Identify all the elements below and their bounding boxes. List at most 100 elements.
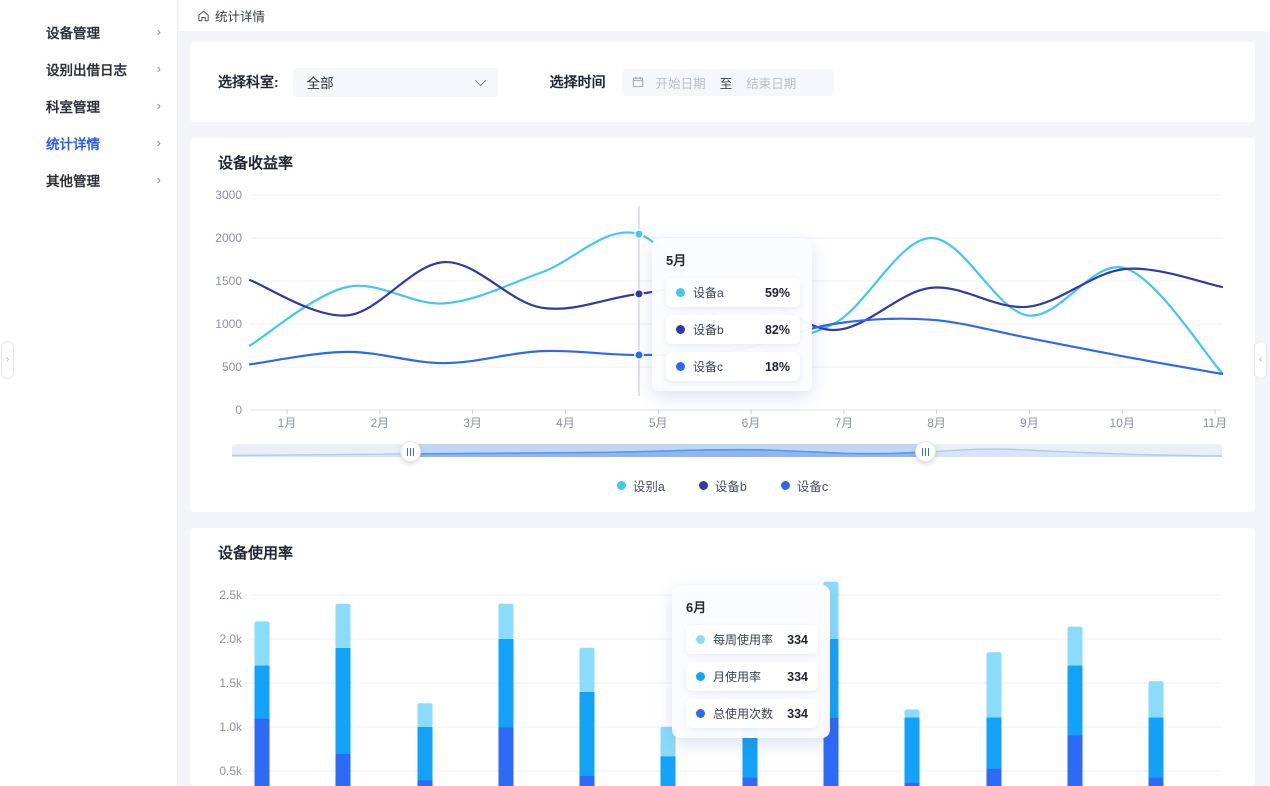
tooltip-row: 每周使用率 334 xyxy=(686,625,818,654)
right-panel-toggle[interactable]: ‹ xyxy=(1254,341,1267,379)
date-separator: 至 xyxy=(719,76,733,91)
sidebar-item-label: 设备管理 xyxy=(46,25,100,41)
x-axis-label: 4月 xyxy=(556,416,575,430)
bar-3月-月使用率[interactable] xyxy=(417,727,433,781)
bar-11月-总使用次数[interactable] xyxy=(1067,734,1083,786)
datazoom-left-handle[interactable] xyxy=(400,441,421,462)
bar-10月-总使用次数[interactable] xyxy=(986,768,1002,786)
bar-2月-月使用率[interactable] xyxy=(335,647,351,754)
left-panel-toggle[interactable]: › xyxy=(1,341,14,379)
bar-9月-总使用次数[interactable] xyxy=(904,782,920,786)
bar-11月-月使用率[interactable] xyxy=(1067,665,1083,736)
series-dot-icon xyxy=(676,325,685,334)
bar-11月-每周使用率[interactable] xyxy=(1067,626,1083,666)
bar-7月-总使用次数[interactable] xyxy=(742,777,758,786)
legend-dot-icon xyxy=(698,481,708,490)
legend-label: 设备b xyxy=(714,480,747,494)
sidebar-item-0[interactable]: 设备管理 › xyxy=(0,13,177,50)
x-axis-label: 5月 xyxy=(649,416,668,430)
y-axis-label: 0 xyxy=(235,403,242,417)
bar-1月-每周使用率[interactable] xyxy=(254,621,270,666)
chevron-right-icon: › xyxy=(156,135,161,150)
datazoom-right-handle[interactable] xyxy=(915,441,936,462)
legend-dot-icon xyxy=(616,481,626,490)
sidebar-item-3[interactable]: 统计详情 › xyxy=(0,124,177,161)
legend-item[interactable]: 设别a xyxy=(616,476,665,495)
bar-4月-总使用次数[interactable] xyxy=(498,727,514,786)
bar-9月-月使用率[interactable] xyxy=(904,717,920,783)
x-axis-label: 9月 xyxy=(1020,416,1039,430)
sidebar-item-1[interactable]: 设别出借日志 › xyxy=(0,50,177,87)
revenue-chart-card: 设备收益率 3000 2000 1500 1000 500 0 1月 2月 3月 4月 5月 6月 7月… xyxy=(190,138,1255,512)
revenue-line-chart[interactable]: 3000 2000 1500 1000 500 0 1月 2月 3月 4月 5月 6月 7月 8月 9月 10… xyxy=(190,138,1255,512)
usage-bar-chart[interactable]: 2.5k 2.0k 1.5k 1.0k 0.5k xyxy=(190,528,1255,786)
start-date-input[interactable]: 开始日期 xyxy=(655,76,706,91)
x-axis-label: 6月 xyxy=(742,416,761,430)
bar-2月-每周使用率[interactable] xyxy=(335,603,351,648)
bar-1月-总使用次数[interactable] xyxy=(254,718,270,786)
home-icon xyxy=(198,10,209,22)
bar-3月-总使用次数[interactable] xyxy=(417,779,433,786)
series-name: 设备b xyxy=(693,323,724,337)
end-date-input[interactable]: 结束日期 xyxy=(746,76,797,91)
bar-1月-月使用率[interactable] xyxy=(254,665,270,719)
series-name: 月使用率 xyxy=(713,670,762,684)
bar-4月-每周使用率[interactable] xyxy=(498,603,514,639)
legend-dot-icon xyxy=(780,481,790,490)
series-value: 18% xyxy=(764,359,790,374)
bar-12月-每周使用率[interactable] xyxy=(1148,681,1164,718)
legend-label: 设别a xyxy=(632,480,665,494)
sidebar-item-2[interactable]: 科室管理 › xyxy=(0,87,177,124)
breadcrumb[interactable]: 统计详情 xyxy=(197,6,265,25)
bar-12月-月使用率[interactable] xyxy=(1148,717,1164,778)
bar-5月-每周使用率[interactable] xyxy=(579,647,595,692)
chevron-right-icon: › xyxy=(156,61,161,76)
sidebar-item-label: 科室管理 xyxy=(46,99,100,115)
dept-select-value: 全部 xyxy=(306,76,334,91)
bar-9月-每周使用率[interactable] xyxy=(904,709,920,718)
sidebar-item-4[interactable]: 其他管理 › xyxy=(0,161,177,198)
hover-dot-设备b xyxy=(634,288,644,299)
bar-6月-每周使用率[interactable] xyxy=(660,726,676,757)
legend-item[interactable]: 设备b xyxy=(698,476,747,495)
bar-2月-总使用次数[interactable] xyxy=(335,753,351,786)
sidebar-item-label: 设别出借日志 xyxy=(46,62,127,78)
bar-4月-月使用率[interactable] xyxy=(498,639,514,728)
bar-6月-月使用率[interactable] xyxy=(660,756,676,786)
tooltip-title: 5月 xyxy=(666,253,687,268)
chevron-right-icon: › xyxy=(156,172,161,187)
bar-12月-总使用次数[interactable] xyxy=(1148,777,1164,786)
tooltip-row: 总使用次数 334 xyxy=(686,699,818,728)
series-value: 82% xyxy=(764,322,790,337)
y-axis-label: 3000 xyxy=(215,188,242,202)
x-axis-label: 11月 xyxy=(1203,416,1227,430)
bar-3月-每周使用率[interactable] xyxy=(417,703,433,727)
chevron-right-icon: › xyxy=(156,98,161,113)
revenue-chart-legend: 设别a 设备b 设备c xyxy=(190,476,1255,495)
dept-select[interactable]: 全部 xyxy=(292,67,498,97)
bar-5月-总使用次数[interactable] xyxy=(579,775,595,786)
x-axis-label: 2月 xyxy=(370,416,389,430)
x-axis-label: 10月 xyxy=(1110,416,1135,430)
filter-card: 选择科室: 全部 选择时间 开始日期 至 结束日期 xyxy=(190,42,1255,122)
date-range-picker[interactable]: 开始日期 至 结束日期 xyxy=(621,68,834,96)
y-axis-label: 2000 xyxy=(215,231,242,245)
series-name: 总使用次数 xyxy=(713,707,774,721)
time-filter-label: 选择时间 xyxy=(549,74,606,90)
breadcrumb-label: 统计详情 xyxy=(215,10,266,24)
y-axis-label: 1.0k xyxy=(219,720,243,734)
y-axis-label: 1.5k xyxy=(219,676,243,690)
y-axis-label: 2.0k xyxy=(219,632,243,646)
chevron-right-icon: › xyxy=(156,24,161,39)
sidebar: 设备管理 › 设别出借日志 › 科室管理 › 统计详情 › 其他管理 › xyxy=(0,0,178,786)
y-axis-label: 1000 xyxy=(215,317,242,331)
legend-item[interactable]: 设备c xyxy=(780,476,829,495)
bar-10月-每周使用率[interactable] xyxy=(986,652,1002,718)
bar-5月-月使用率[interactable] xyxy=(579,691,595,776)
usage-chart-title: 设备使用率 xyxy=(218,545,294,562)
sidebar-item-label: 统计详情 xyxy=(46,136,100,152)
hover-dot-设备a xyxy=(634,229,644,240)
bar-10月-月使用率[interactable] xyxy=(986,717,1002,769)
legend-label: 设备c xyxy=(796,480,829,494)
